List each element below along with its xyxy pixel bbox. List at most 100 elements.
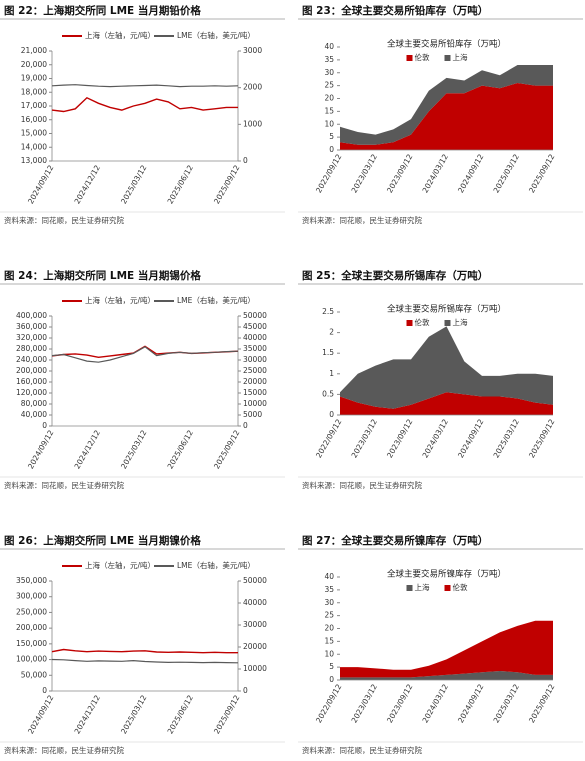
y2-tick-label: 20000: [243, 377, 267, 386]
y-tick-label: 30: [324, 68, 334, 77]
y-tick-label: 16,000: [21, 115, 47, 124]
y-tick-label: 240,000: [16, 355, 47, 364]
y2-tick-label: 10000: [243, 664, 267, 673]
data-area: [340, 620, 553, 678]
legend-label: 伦敦: [415, 317, 430, 327]
legend-label: LME（右轴，美元/吨）: [177, 30, 255, 40]
y-tick-label: 20,000: [21, 60, 47, 69]
y-tick-label: 10: [324, 119, 334, 128]
legend-label: 伦敦: [453, 582, 468, 592]
y-tick-label: 80,000: [21, 399, 47, 408]
y-tick-label: 5: [329, 662, 334, 671]
data-line: [51, 96, 238, 113]
y2-tick-label: 1000: [243, 119, 262, 128]
y2-tick-label: 30000: [243, 355, 267, 364]
y2-tick-label: 0: [243, 156, 248, 165]
data-area: [340, 326, 553, 409]
x-tick-label: 2022/09/12: [314, 682, 344, 724]
x-tick-label: 2024/12/12: [73, 163, 103, 205]
y-tick-label: 200,000: [16, 366, 47, 375]
x-tick-label: 2024/09/12: [456, 682, 486, 724]
y-tick-label: 360,000: [16, 322, 47, 331]
y-tick-label: 15: [324, 636, 334, 645]
x-tick-label: 2022/09/12: [314, 152, 344, 194]
legend-label: 上海（左轴，元/吨）: [85, 295, 155, 305]
y2-tick-label: 50000: [243, 576, 267, 585]
x-tick-label: 2025/09/12: [527, 682, 557, 724]
y-tick-label: 20: [324, 624, 334, 633]
x-tick-label: 2024/09/12: [456, 152, 486, 194]
x-tick-label: 2024/09/12: [26, 428, 56, 470]
legend-swatch: [444, 585, 451, 591]
y2-tick-label: 3000: [243, 46, 262, 55]
y-tick-label: 250,000: [16, 607, 47, 616]
y-tick-label: 350,000: [16, 576, 47, 585]
x-tick-label: 2025/06/12: [166, 163, 196, 205]
x-tick-label: 2025/03/12: [119, 693, 149, 735]
y2-tick-label: 25000: [243, 366, 267, 375]
data-line: [51, 84, 239, 88]
legend-label: 上海（左轴，元/吨）: [85, 560, 155, 570]
x-tick-label: 2024/09/12: [26, 693, 56, 735]
x-tick-label: 2023/09/12: [385, 682, 415, 724]
x-tick-label: 2025/09/12: [212, 693, 242, 735]
y2-tick-label: 40000: [243, 333, 267, 342]
x-tick-label: 2025/09/12: [212, 163, 242, 205]
source-note: 资料来源：同花顺，民生证券研究院: [4, 215, 124, 225]
y-tick-label: 400,000: [16, 311, 47, 320]
x-tick-label: 2025/03/12: [119, 428, 149, 470]
x-tick-label: 2024/03/12: [421, 152, 451, 194]
x-tick-label: 2025/03/12: [492, 682, 522, 724]
figure-title: 图 26：上海期交所同 LME 当月期镍价格: [4, 534, 201, 547]
y-tick-label: 1: [329, 369, 334, 378]
y-tick-label: 25: [324, 611, 334, 620]
data-line: [51, 648, 238, 654]
y2-tick-label: 0: [243, 686, 248, 695]
y-tick-label: 50,000: [21, 670, 47, 679]
data-line: [51, 658, 239, 664]
y-tick-label: 0.5: [322, 389, 334, 398]
y2-tick-label: 2000: [243, 83, 262, 92]
y-tick-label: 17,000: [21, 101, 47, 110]
y-tick-label: 2.5: [322, 307, 334, 316]
y-tick-label: 40,000: [21, 410, 47, 419]
legend-swatch: [406, 55, 413, 61]
x-tick-label: 2022/09/12: [314, 417, 344, 459]
y-tick-label: 18,000: [21, 87, 47, 96]
y-tick-label: 300,000: [16, 592, 47, 601]
x-tick-label: 2025/03/12: [119, 163, 149, 205]
y-tick-label: 35: [324, 585, 334, 594]
source-note: 资料来源：同花顺，民生证券研究院: [4, 480, 124, 490]
source-note: 资料来源：同花顺，民生证券研究院: [302, 480, 422, 490]
chart-subtitle: 全球主要交易所铅库存（万吨）: [387, 39, 506, 50]
x-tick-label: 2025/06/12: [166, 693, 196, 735]
x-tick-label: 2023/09/12: [385, 417, 415, 459]
y-tick-label: 0: [42, 686, 47, 695]
y-tick-label: 5: [329, 132, 334, 141]
y-tick-label: 19,000: [21, 74, 47, 83]
legend-swatch: [406, 320, 413, 326]
y2-tick-label: 10000: [243, 399, 267, 408]
legend-label: 上海: [453, 317, 468, 327]
x-tick-label: 2023/03/12: [350, 152, 380, 194]
figure-title: 图 24：上海期交所同 LME 当月期锡价格: [4, 269, 201, 282]
figure-title: 图 22：上海期交所同 LME 当月期铅价格: [4, 4, 201, 17]
legend-label: 上海（左轴，元/吨）: [85, 30, 155, 40]
y-tick-label: 25: [324, 81, 334, 90]
legend-swatch: [406, 585, 413, 591]
data-area: [340, 83, 553, 150]
data-line: [51, 346, 239, 363]
y-tick-label: 120,000: [16, 388, 47, 397]
y2-tick-label: 20000: [243, 642, 267, 651]
x-tick-label: 2025/03/12: [492, 417, 522, 459]
y-tick-label: 15,000: [21, 129, 47, 138]
axis: [51, 51, 239, 162]
x-tick-label: 2023/09/12: [385, 152, 415, 194]
y-tick-label: 13,000: [21, 156, 47, 165]
legend-label: 伦敦: [415, 52, 430, 62]
y2-tick-label: 30000: [243, 620, 267, 629]
source-note: 资料来源：同花顺，民生证券研究院: [302, 215, 422, 225]
y-tick-label: 40: [324, 42, 334, 51]
y-tick-label: 150,000: [16, 639, 47, 648]
